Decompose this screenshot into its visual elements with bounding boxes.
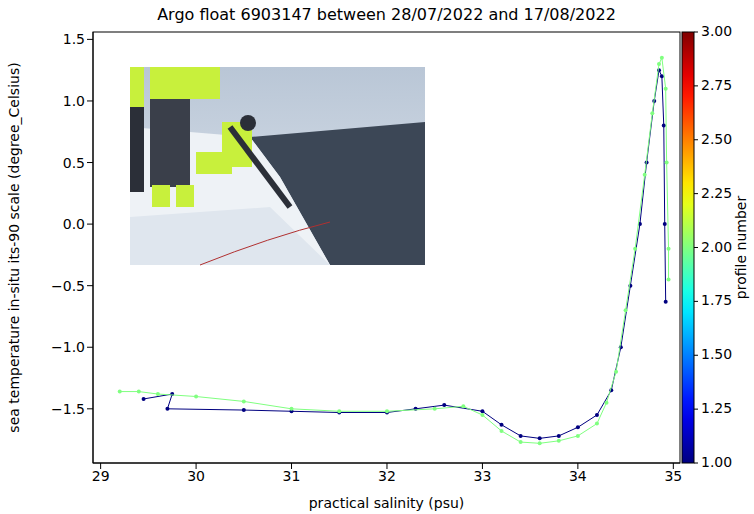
svg-text:0.0: 0.0 [63, 216, 85, 232]
svg-text:35: 35 [664, 468, 682, 484]
svg-text:sea temperature in-situ its-90: sea temperature in-situ its-90 scale (de… [6, 62, 22, 432]
svg-text:practical salinity (psu): practical salinity (psu) [309, 495, 465, 511]
svg-text:34: 34 [569, 468, 587, 484]
svg-text:2.00: 2.00 [701, 239, 732, 255]
svg-text:3.00: 3.00 [701, 23, 732, 39]
svg-text:1.75: 1.75 [701, 292, 732, 308]
svg-text:0.5: 0.5 [63, 155, 85, 171]
svg-text:−0.5: −0.5 [51, 278, 85, 294]
svg-text:Argo float 6903147 between 28/: Argo float 6903147 between 28/07/2022 an… [157, 5, 616, 24]
svg-text:1.25: 1.25 [701, 400, 732, 416]
svg-text:33: 33 [474, 468, 492, 484]
svg-text:30: 30 [187, 468, 205, 484]
svg-text:1.00: 1.00 [701, 454, 732, 470]
svg-text:2.75: 2.75 [701, 77, 732, 93]
svg-text:−1.0: −1.0 [51, 339, 85, 355]
svg-text:1.0: 1.0 [63, 93, 85, 109]
svg-text:32: 32 [378, 468, 396, 484]
svg-text:1.50: 1.50 [701, 346, 732, 362]
svg-text:profile number: profile number [733, 196, 749, 300]
svg-text:−1.5: −1.5 [51, 401, 85, 417]
svg-text:2.50: 2.50 [701, 131, 732, 147]
svg-text:29: 29 [92, 468, 110, 484]
svg-text:1.5: 1.5 [63, 31, 85, 47]
svg-text:31: 31 [283, 468, 301, 484]
svg-text:2.25: 2.25 [701, 185, 732, 201]
